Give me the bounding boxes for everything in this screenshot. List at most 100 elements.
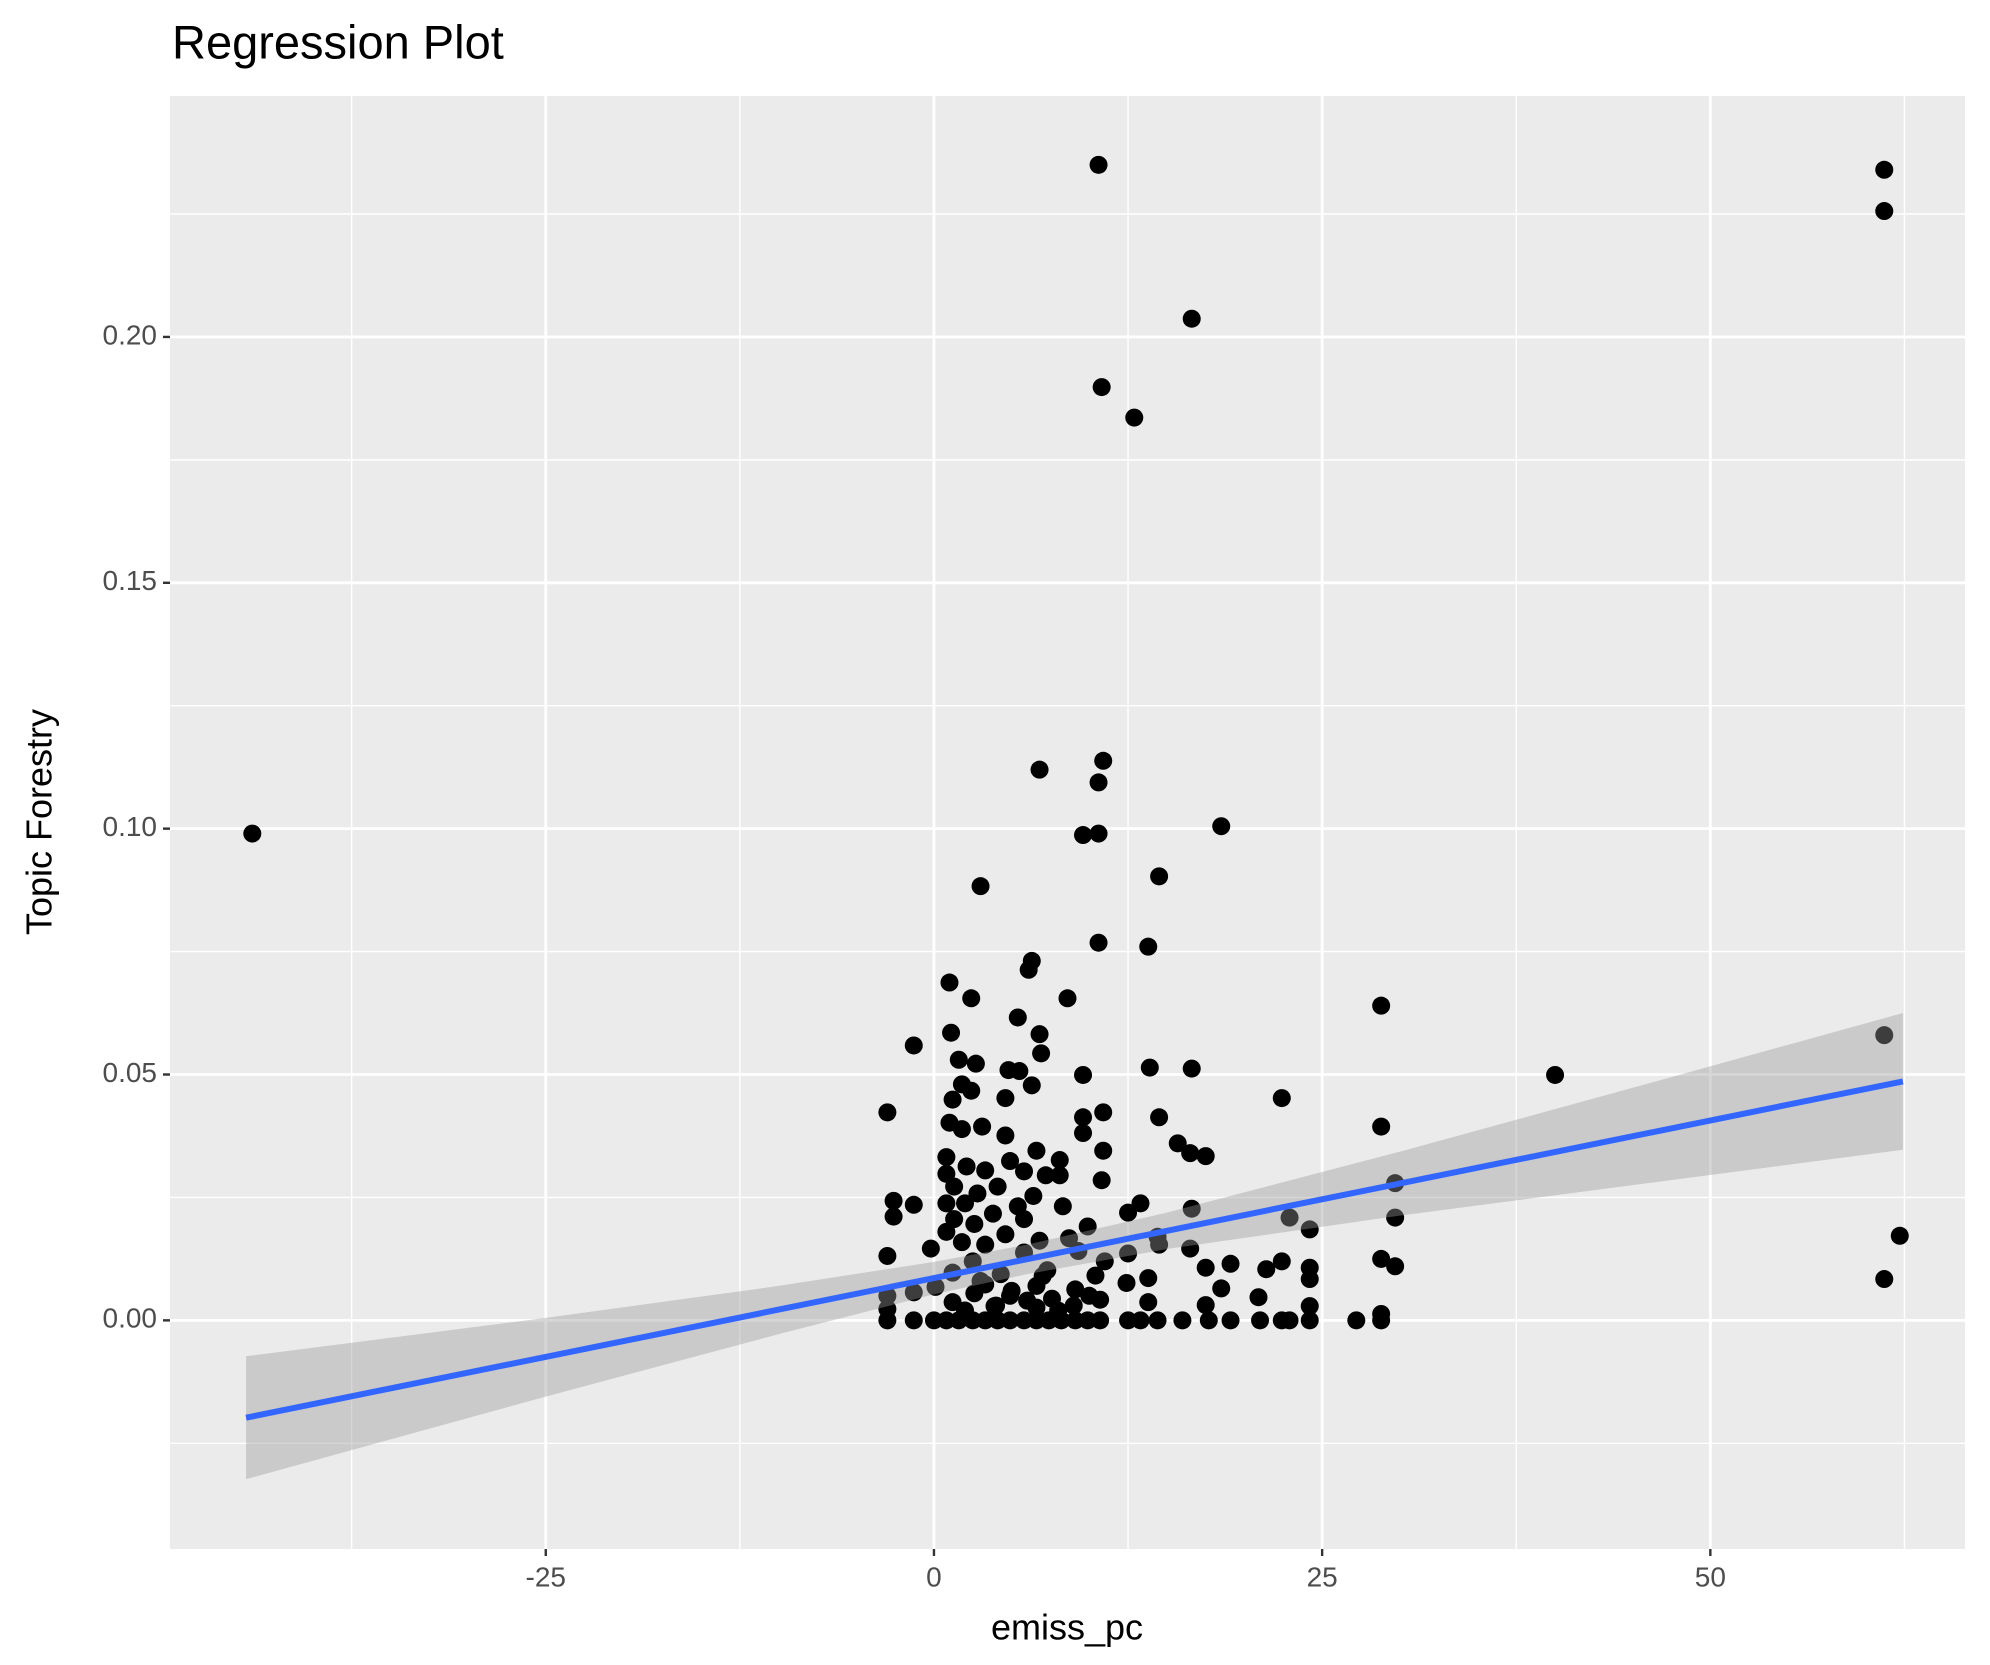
point — [1036, 1166, 1055, 1185]
point — [1119, 1311, 1138, 1330]
point — [1066, 1311, 1085, 1330]
point — [1032, 1044, 1051, 1063]
point — [1027, 1141, 1046, 1160]
point — [1280, 1208, 1299, 1227]
point — [1022, 1076, 1041, 1095]
point — [1181, 1144, 1200, 1163]
point — [1089, 933, 1108, 952]
point — [1249, 1288, 1268, 1307]
point — [1212, 817, 1231, 836]
point — [1074, 1124, 1093, 1143]
y-tick-label: 0.00 — [103, 1303, 158, 1334]
point — [1221, 1311, 1240, 1330]
point — [1372, 996, 1391, 1015]
point — [1300, 1220, 1319, 1239]
point — [884, 1207, 903, 1226]
point — [1018, 1291, 1037, 1310]
point — [996, 1126, 1015, 1145]
point — [952, 1120, 971, 1139]
point — [904, 1036, 923, 1055]
point — [1086, 1266, 1105, 1285]
point — [1015, 1311, 1034, 1330]
point — [1074, 1108, 1093, 1127]
point — [1131, 1194, 1150, 1213]
point — [1139, 937, 1158, 956]
x-tick-label: -25 — [526, 1561, 566, 1592]
point — [1030, 1025, 1049, 1044]
point — [949, 1050, 968, 1069]
point — [1094, 1141, 1113, 1160]
point — [937, 1222, 956, 1241]
x-tick-label: 25 — [1307, 1561, 1338, 1592]
point — [1053, 1197, 1072, 1216]
point — [1094, 1103, 1113, 1122]
point — [1078, 1217, 1097, 1236]
point — [1058, 989, 1077, 1008]
point — [1280, 1311, 1299, 1330]
point — [1091, 1311, 1110, 1330]
point — [976, 1311, 995, 1330]
point — [1347, 1311, 1366, 1330]
point — [1092, 1171, 1111, 1190]
point — [1168, 1134, 1187, 1153]
point — [1300, 1311, 1319, 1330]
point — [1272, 1089, 1291, 1108]
point — [1372, 1311, 1391, 1330]
point — [983, 1204, 1002, 1223]
point — [996, 1089, 1015, 1108]
point — [987, 1296, 1006, 1315]
point — [1131, 1311, 1150, 1330]
point — [1064, 1296, 1083, 1315]
point — [962, 989, 981, 1008]
point — [1119, 1203, 1138, 1222]
point — [1089, 773, 1108, 792]
fit-line — [245, 1078, 1904, 1421]
y-tick-label: 0.10 — [103, 811, 158, 842]
point — [1139, 1269, 1158, 1288]
point — [937, 1311, 956, 1330]
point — [1196, 1296, 1215, 1315]
point — [971, 877, 990, 896]
point — [921, 1239, 940, 1258]
panel — [170, 96, 1965, 1549]
point — [1148, 1311, 1167, 1330]
point — [1173, 1311, 1192, 1330]
point — [956, 1301, 975, 1320]
point — [963, 1252, 982, 1271]
point — [1251, 1311, 1270, 1330]
point — [904, 1283, 923, 1302]
point — [945, 1177, 964, 1196]
point — [1080, 1286, 1099, 1305]
point — [1002, 1281, 1021, 1300]
point — [1008, 1008, 1027, 1027]
confidence-band — [246, 1013, 1903, 1480]
point — [1089, 155, 1108, 174]
point — [1050, 1151, 1069, 1170]
point — [1095, 1252, 1114, 1271]
point — [243, 824, 262, 843]
point — [1875, 202, 1894, 221]
point — [1078, 1311, 1097, 1330]
point — [1125, 408, 1144, 427]
point — [878, 1103, 897, 1122]
point — [1372, 1117, 1391, 1136]
chart-title: Regression Plot — [172, 15, 504, 68]
point — [968, 1184, 987, 1203]
point — [924, 1311, 943, 1330]
point — [965, 1214, 984, 1233]
point — [1150, 1235, 1169, 1254]
x-axis-title: emiss_pc — [991, 1607, 1143, 1648]
point — [943, 1090, 962, 1109]
point — [1300, 1270, 1319, 1289]
point — [1890, 1226, 1909, 1245]
point — [962, 1081, 981, 1100]
point — [991, 1265, 1010, 1284]
point — [1050, 1166, 1069, 1185]
point — [878, 1246, 897, 1265]
point — [1119, 1244, 1138, 1263]
point — [878, 1311, 897, 1330]
y-axis-title: Topic Forestry — [19, 709, 60, 935]
point — [1372, 1249, 1391, 1268]
point — [1027, 1311, 1046, 1330]
point — [1001, 1152, 1020, 1171]
